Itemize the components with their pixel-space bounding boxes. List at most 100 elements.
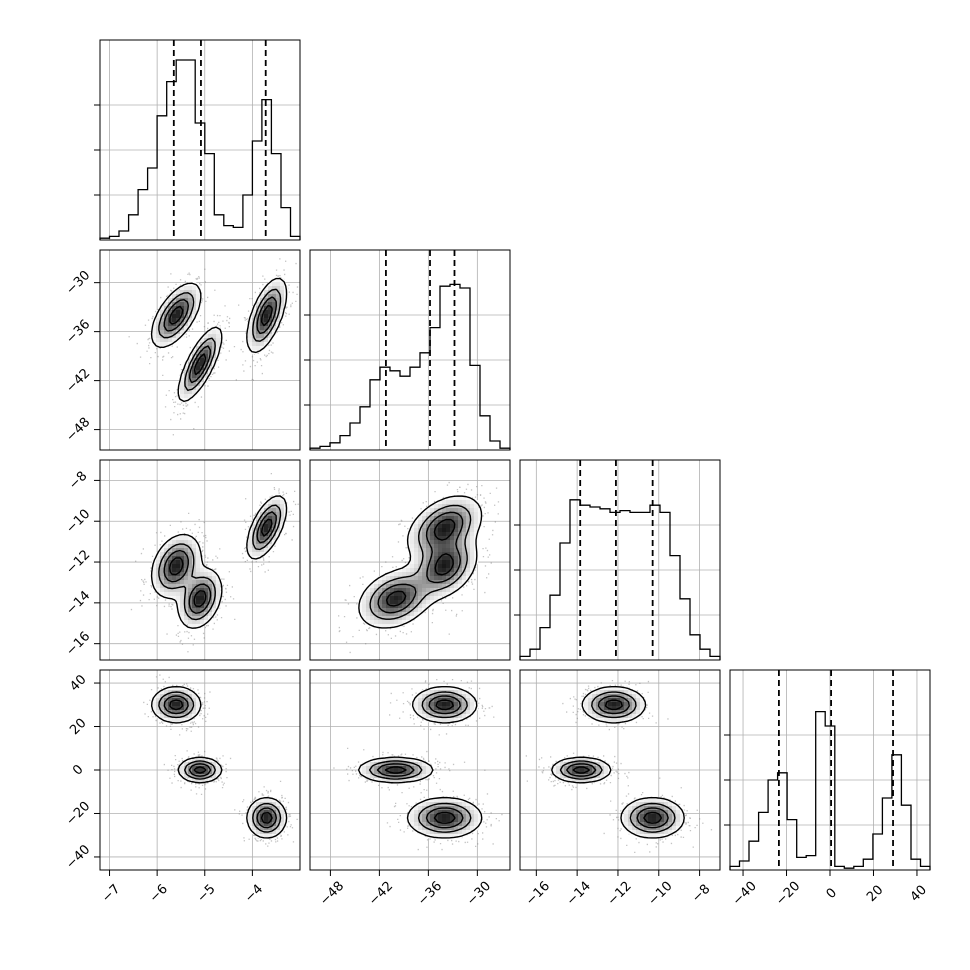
density-cell [212,346,217,351]
density-cell [406,612,411,617]
density-cell [200,374,205,379]
density-cell [268,298,273,303]
density-cell [378,758,383,763]
density-cell [454,706,459,711]
density-cell [180,568,185,573]
contour-level-0 [357,685,483,839]
density-cell [248,346,253,351]
density-cell [196,560,201,565]
density-cell [152,338,157,343]
density-cell [176,604,181,609]
density-cell [588,698,593,703]
density-cell [264,814,269,819]
density-cell [442,556,447,561]
density-cell [192,762,197,767]
density-cell [592,706,597,711]
density-cell [418,576,423,581]
density-cell [378,600,383,605]
density-cell [192,314,197,319]
density-cell [462,690,467,695]
density-cell [438,584,443,589]
density-cell [470,552,475,557]
density-cell [426,706,431,711]
density-cell [628,810,633,815]
density-cell [406,584,411,589]
density-cell [168,690,173,695]
density-cell [418,584,423,589]
density-cell [168,552,173,557]
density-cell [414,766,419,771]
density-cell [370,608,375,613]
density-cell [470,528,475,533]
density-cell [184,702,189,707]
density-cell [188,540,193,545]
density-cell [426,524,431,529]
density-cell [366,770,371,775]
density-cell [248,318,253,323]
density-cell [208,366,213,371]
density-cell [418,516,423,521]
density-cell [264,290,269,295]
density-cell [438,532,443,537]
density-cell [450,798,455,803]
density-cell [264,818,269,823]
density-cell [462,500,467,505]
density-cell [454,810,459,815]
density-cell [184,690,189,695]
density-cell [438,814,443,819]
density-cell [450,560,455,565]
density-cell [172,310,177,315]
density-cell [470,532,475,537]
density-cell [276,278,281,283]
density-cell [390,624,395,629]
density-cell [264,516,269,521]
density-cell [168,698,173,703]
density-cell [192,564,197,569]
density-cell [276,508,281,513]
density-cell [636,706,641,711]
density-cell [422,548,427,553]
density-cell [600,770,605,775]
density-cell [454,698,459,703]
density-cell [378,624,383,629]
density-cell [188,560,193,565]
density-cell [276,298,281,303]
density-cell [204,362,209,367]
density-cell [640,706,645,711]
density-cell [256,830,261,835]
density-cell [466,552,471,557]
density-cell [458,508,463,513]
density-cell [152,702,157,707]
density-cell [216,588,221,593]
density-cell [418,540,423,545]
density-cell [366,766,371,771]
density-cell [410,576,415,581]
density-cell [212,342,217,347]
density-cell [252,306,257,311]
density-cell [200,362,205,367]
density-cell [438,810,443,815]
density-cell [176,326,181,331]
density-cell [430,810,435,815]
density-cell [632,690,637,695]
density-cell [402,620,407,625]
density-cell [664,818,669,823]
density-cell [268,516,273,521]
density-cell [180,698,185,703]
density-cell [458,814,463,819]
density-cell [652,818,657,823]
density-cell [442,718,447,723]
density-cell [462,706,467,711]
density-cell [204,572,209,577]
density-cell [640,810,645,815]
density-cell [268,810,273,815]
density-cell [188,580,193,585]
density-cell [268,544,273,549]
density-cell [160,584,165,589]
density-cell [160,306,165,311]
density-cell [628,698,633,703]
density-cell [426,552,431,557]
density-cell [434,540,439,545]
density-cell [446,516,451,521]
density-cell [430,528,435,533]
